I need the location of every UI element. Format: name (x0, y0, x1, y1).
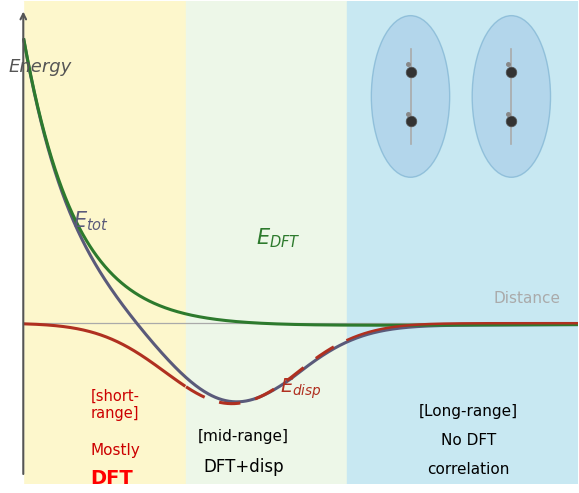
Text: DFT+disp: DFT+disp (203, 458, 284, 476)
Text: [short-
range]: [short- range] (91, 389, 140, 422)
Text: [mid-range]: [mid-range] (198, 428, 289, 444)
Bar (186, 1, 347, 484)
Text: $E_{disp}$: $E_{disp}$ (280, 377, 322, 401)
Ellipse shape (472, 16, 551, 177)
Text: DFT: DFT (91, 469, 133, 489)
Bar (1, 1, 23, 484)
Bar (23, 1, 186, 484)
Text: $E_{DFT}$: $E_{DFT}$ (255, 227, 301, 250)
Text: Mostly: Mostly (91, 443, 141, 458)
Text: correlation: correlation (427, 462, 510, 477)
Text: $E_{tot}$: $E_{tot}$ (73, 209, 109, 233)
Text: Distance: Distance (493, 291, 560, 306)
Bar (347, 1, 578, 484)
Text: [Long-range]: [Long-range] (419, 404, 518, 419)
Text: Energy: Energy (9, 58, 72, 76)
Text: No DFT: No DFT (441, 433, 496, 448)
Ellipse shape (371, 16, 450, 177)
